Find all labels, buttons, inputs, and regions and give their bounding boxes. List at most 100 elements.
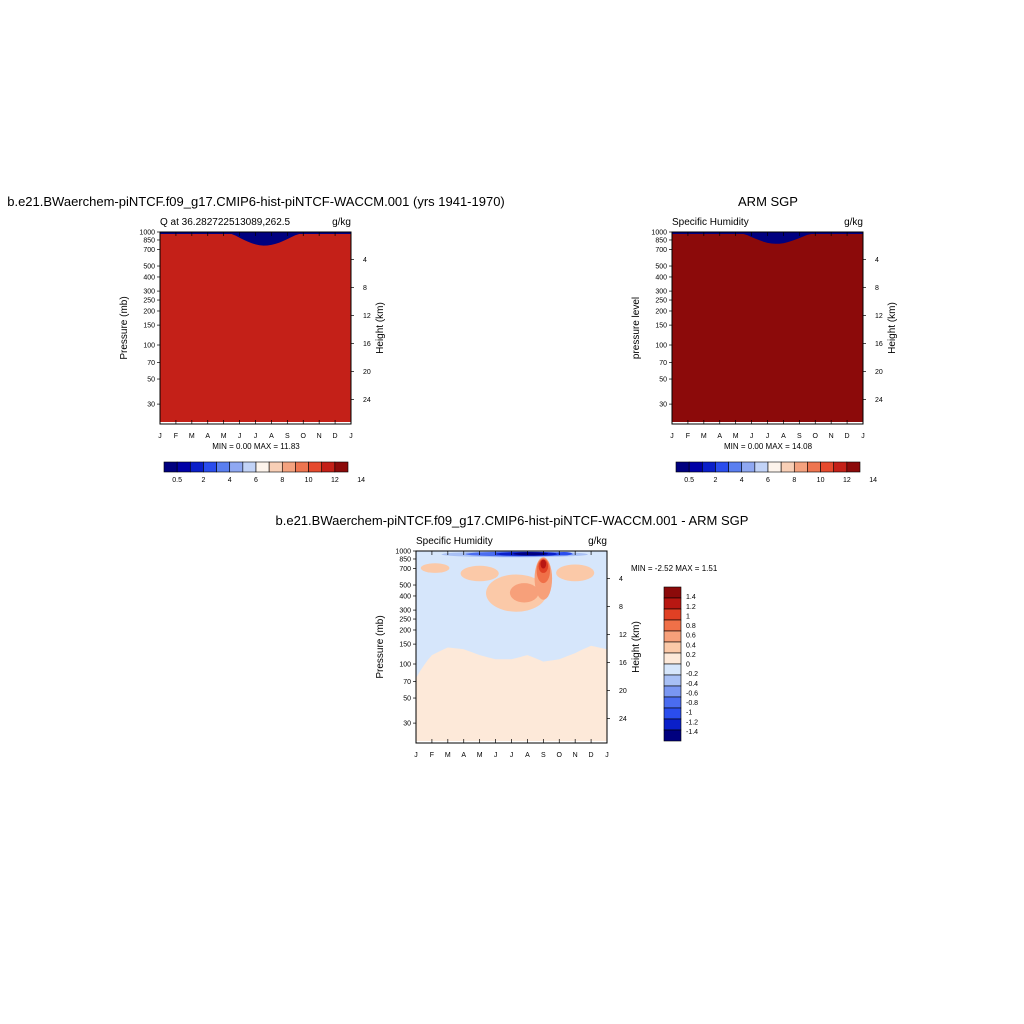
diff-y2-tick-label: 24	[619, 716, 627, 723]
model-y2-tick-label: 12	[363, 313, 371, 320]
model-x-tick-label: S	[285, 433, 290, 440]
obs-y-tick-label: 400	[655, 274, 667, 281]
model-x-tick-label: J	[158, 433, 162, 440]
diff-colorbar-label: 0.4	[686, 642, 696, 649]
model-colorbar-label: 6	[254, 477, 258, 484]
diff-colorbar-label: 1.2	[686, 604, 696, 611]
diff-colorbar-label: 0.6	[686, 633, 696, 640]
obs-y-tick-label: 100	[655, 343, 667, 350]
obs-y-tick-label: 500	[655, 264, 667, 271]
obs-colorbar-swatch	[741, 461, 756, 473]
model-y-tick-label: 200	[143, 308, 155, 315]
obs-colorbar-swatch	[728, 461, 743, 473]
obs-colorbar-swatch	[701, 461, 716, 473]
model-colorbar-swatch	[189, 461, 204, 473]
diff-y2-tick-label: 20	[619, 688, 627, 695]
model-colorbar-label: 14	[357, 477, 365, 484]
diff-y-tick-label: 200	[399, 627, 411, 634]
model-y-tick-label: 50	[147, 377, 155, 384]
obs-contour-band	[672, 234, 863, 424]
diff-y-tick-label: 700	[399, 566, 411, 573]
obs-colorbar-swatch	[807, 461, 821, 473]
diff-y-tick-label: 250	[399, 617, 411, 624]
diff-y-tick-label: 100	[399, 662, 411, 669]
obs-colorbar-swatch	[833, 461, 848, 473]
obs-colorbar-label: 6	[766, 477, 770, 484]
diff-x-tick-label: J	[414, 752, 418, 759]
diff-x-tick-label: A	[461, 752, 466, 759]
obs-x-tick-label: J	[766, 433, 770, 440]
model-x-tick-label: D	[333, 433, 338, 440]
model-colorbar-label: 2	[201, 477, 205, 484]
model-x-tick-label: A	[205, 433, 210, 440]
diff-colorbar-swatch	[663, 674, 682, 687]
model-colorbar-label: 10	[305, 477, 313, 484]
diff-colorbar-swatch	[663, 586, 682, 599]
diff-negative-surface-core	[513, 552, 549, 556]
model-units-label: g/kg	[332, 217, 351, 228]
diff-colorbar-label: -1.2	[686, 719, 698, 726]
model-contour-band	[160, 234, 351, 424]
diff-y2-tick-label: 12	[619, 632, 627, 639]
model-x-tick-label: M	[189, 433, 195, 440]
obs-colorbar-swatch	[820, 461, 835, 473]
diff-colorbar-label: 1.4	[686, 594, 696, 601]
model-left-label: Q at 36.282722513089,262.5	[160, 217, 291, 228]
obs-colorbar-swatch	[675, 461, 690, 473]
model-y-tick-label: 700	[143, 247, 155, 254]
diff-y-tick-label: 850	[399, 556, 411, 563]
obs-x-tick-label: J	[750, 433, 754, 440]
diff-x-tick-label: D	[589, 752, 594, 759]
diff-x-tick-label: O	[557, 752, 563, 759]
obs-left-label: Specific Humidity	[672, 217, 749, 228]
model-x-tick-label: M	[221, 433, 227, 440]
model-x-tick-label: N	[317, 433, 322, 440]
model-y2-tick-label: 24	[363, 397, 371, 404]
model-y-tick-label: 500	[143, 264, 155, 271]
diff-colorbar-swatch	[663, 597, 682, 610]
model-y-tick-label: 850	[143, 237, 155, 244]
diff-min-max-label: MIN = -2.52 MAX = 1.51	[631, 564, 718, 573]
model-colorbar-swatch	[216, 461, 231, 473]
obs-y2-tick-label: 12	[875, 313, 883, 320]
diff-colorbar-label: -0.2	[686, 671, 698, 678]
model-colorbar-swatch	[281, 461, 296, 473]
diff-y-tick-label: 150	[399, 642, 411, 649]
obs-y2-tick-label: 8	[875, 285, 879, 292]
obs-colorbar-swatch	[846, 461, 861, 473]
diff-colorbar-label: -1	[686, 710, 692, 717]
diff-y-tick-label: 70	[403, 679, 411, 686]
model-y-tick-label: 1000	[139, 230, 155, 237]
obs-y2-tick-label: 16	[875, 341, 883, 348]
obs-colorbar-swatch	[715, 461, 729, 473]
diff-x-tick-label: J	[494, 752, 498, 759]
model-colorbar-swatch	[295, 461, 309, 473]
model-y-tick-label: 150	[143, 323, 155, 330]
obs-colorbar-swatch	[688, 461, 703, 473]
model-y2-tick-label: 4	[363, 257, 367, 264]
obs-panel-title: ARM SGP	[738, 194, 798, 209]
diff-colorbar-swatch	[663, 652, 682, 665]
diff-x-tick-label: M	[445, 752, 451, 759]
diff-colorbar-label: -0.8	[686, 700, 698, 707]
diff-colorbar-swatch	[663, 729, 682, 742]
model-colorbar-label: 0.5	[172, 477, 182, 484]
obs-y-tick-label: 1000	[651, 230, 667, 237]
diff-left-label: Specific Humidity	[416, 536, 493, 547]
model-x-tick-label: J	[238, 433, 242, 440]
model-y2-tick-label: 20	[363, 369, 371, 376]
obs-colorbar-label: 4	[740, 477, 744, 484]
obs-y-tick-label: 250	[655, 298, 667, 305]
model-colorbar-swatch	[163, 461, 178, 473]
model-colorbar: 0.5 2 4 6 8 10 12 14	[163, 461, 365, 484]
diff-x-tick-label: J	[605, 752, 609, 759]
diff-colorbar-label: -0.4	[686, 681, 698, 688]
obs-colorbar-label: 10	[817, 477, 825, 484]
diff-x-tick-label: S	[541, 752, 546, 759]
obs-x-tick-label: F	[686, 433, 690, 440]
diff-positive-patch	[420, 563, 450, 573]
model-colorbar-label: 8	[280, 477, 284, 484]
